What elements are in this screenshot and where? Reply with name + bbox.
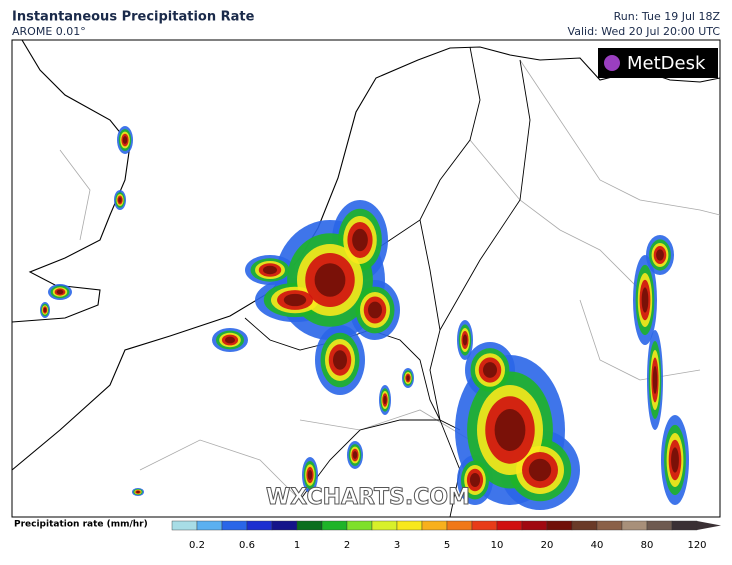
rain-cell bbox=[224, 336, 236, 344]
colorbar-tick-label: 5 bbox=[444, 540, 450, 551]
rain-cell bbox=[656, 249, 664, 261]
rain-cell bbox=[483, 362, 497, 378]
rain-cell bbox=[283, 293, 307, 307]
color-swatch bbox=[571, 520, 598, 531]
rain-cell bbox=[462, 334, 468, 346]
rain-cell bbox=[314, 263, 346, 297]
rain-cell bbox=[469, 473, 481, 487]
run: Run: Tue 19 Jul 18Z bbox=[614, 10, 721, 23]
rain-cell bbox=[671, 447, 679, 473]
colorbar: 0.2 0.6 1 2 3 5 10 20 40 80 120 bbox=[171, 520, 721, 551]
colorbar-tick-label: 2 bbox=[344, 540, 350, 551]
color-swatch bbox=[621, 520, 648, 531]
regions bbox=[59, 59, 721, 501]
rain-cell bbox=[56, 289, 64, 295]
color-swatch bbox=[296, 520, 323, 531]
colorbar-tick-label: 0.2 bbox=[189, 540, 205, 551]
color-swatch bbox=[646, 520, 673, 531]
color-swatch bbox=[546, 520, 573, 531]
rain-cell bbox=[368, 301, 382, 319]
rain-cell bbox=[122, 136, 128, 144]
color-swatch bbox=[521, 520, 548, 531]
valid: Valid: Wed 20 Jul 20:00 UTC bbox=[568, 25, 721, 38]
rain-cell bbox=[383, 395, 387, 405]
logo-text: MetDesk bbox=[627, 53, 706, 74]
rain-cell bbox=[118, 197, 122, 203]
rain-cell bbox=[43, 307, 47, 313]
colorbar-arrow bbox=[697, 521, 721, 530]
colorbar-tick-label: 3 bbox=[394, 540, 400, 551]
color-swatch bbox=[346, 520, 373, 531]
rain-cell bbox=[352, 228, 368, 252]
colorbar-tick-label: 120 bbox=[687, 540, 706, 551]
legend-title: Precipitation rate (mm/hr) bbox=[14, 520, 148, 530]
precipitation bbox=[40, 126, 689, 510]
rain-cell bbox=[494, 409, 526, 451]
model: AROME 0.01° bbox=[12, 25, 86, 38]
rain-cell bbox=[333, 350, 347, 370]
colorbar-tick-label: 80 bbox=[641, 540, 654, 551]
color-swatch bbox=[321, 520, 348, 531]
rain-cell bbox=[652, 366, 658, 394]
color-swatch bbox=[246, 520, 273, 531]
rain-cell bbox=[641, 287, 649, 313]
colorbar-tick-label: 20 bbox=[541, 540, 554, 551]
color-swatch bbox=[371, 520, 398, 531]
title: Instantaneous Precipitation Rate bbox=[12, 10, 255, 25]
colorbar-tick-label: 0.6 bbox=[239, 540, 255, 551]
color-swatch bbox=[496, 520, 523, 531]
color-swatch bbox=[396, 520, 423, 531]
color-swatch bbox=[446, 520, 473, 531]
rain-cell bbox=[307, 469, 313, 481]
logo: MetDesk bbox=[598, 48, 718, 78]
rain-cell bbox=[352, 451, 358, 459]
color-swatch bbox=[471, 520, 498, 531]
rain-cell bbox=[136, 490, 140, 494]
color-swatch bbox=[171, 520, 198, 531]
rain-cell bbox=[406, 375, 410, 381]
color-swatch bbox=[196, 520, 223, 531]
rain-cell bbox=[263, 265, 277, 275]
colorbar-tick-label: 1 bbox=[294, 540, 300, 551]
color-swatch bbox=[671, 520, 698, 531]
watermark: WXCHARTS.COM bbox=[266, 485, 470, 510]
color-swatch bbox=[271, 520, 298, 531]
color-swatch bbox=[421, 520, 448, 531]
color-swatch bbox=[221, 520, 248, 531]
colorbar-tick-label: 40 bbox=[591, 540, 604, 551]
colorbar-tick-label: 10 bbox=[491, 540, 504, 551]
color-swatch bbox=[596, 520, 623, 531]
map: WXCHARTS.COM MetDesk bbox=[11, 39, 721, 518]
rain-cell bbox=[528, 458, 552, 482]
